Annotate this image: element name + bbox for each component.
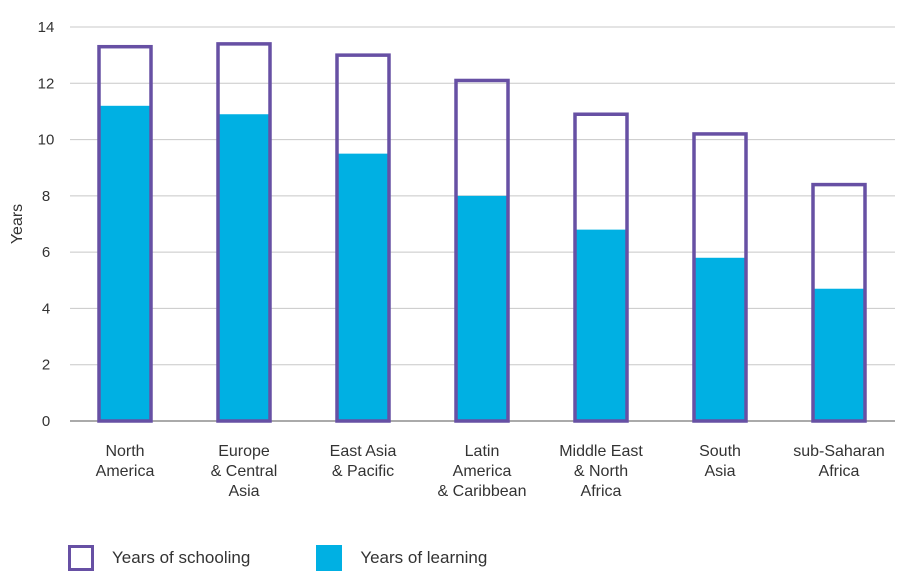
legend: Years of schooling Years of learning <box>68 542 553 574</box>
category-label: East Asia & Pacific <box>330 443 397 480</box>
bar-learning <box>337 153 389 421</box>
bar-schooling <box>454 78 510 423</box>
y-tick-label: 4 <box>42 300 50 317</box>
bar-schooling <box>97 44 153 423</box>
bars <box>97 42 867 423</box>
category-label: sub-Saharan Africa <box>793 443 885 480</box>
bar-learning <box>694 257 746 421</box>
bar-schooling <box>811 182 867 423</box>
bar-schooling <box>216 42 272 423</box>
y-tick-label: 6 <box>42 244 50 261</box>
category-label: Middle East & North Africa <box>559 443 643 500</box>
legend-label-schooling: Years of schooling <box>112 548 251 567</box>
category-label: North America <box>96 443 155 480</box>
category-label: South Asia <box>699 443 741 480</box>
bar-schooling <box>335 53 391 423</box>
category-labels: North America Europe & Central Asia East Asia… <box>96 443 885 500</box>
bar-chart: 0 2 4 6 8 10 12 14 Years North America Europe & Ce… <box>9 19 895 500</box>
category-label: Latin America & Caribbean <box>438 443 527 500</box>
legend-label-learning: Years of learning <box>360 548 488 567</box>
bar-learning <box>813 288 865 421</box>
y-tick-label: 2 <box>42 357 50 374</box>
y-tick-label: 14 <box>38 19 55 36</box>
legend-swatch-learning <box>316 545 343 571</box>
bar-learning <box>99 105 151 422</box>
y-tick-label: 12 <box>38 75 55 92</box>
bar-schooling <box>692 132 748 423</box>
bar-learning <box>218 114 270 421</box>
y-axis-ticks: 0 2 4 6 8 10 12 14 <box>38 19 55 430</box>
y-tick-label: 8 <box>42 188 50 205</box>
legend-swatch-schooling <box>68 545 94 571</box>
y-tick-label: 10 <box>38 132 55 149</box>
bar-schooling <box>573 112 629 423</box>
category-label: Europe & Central Asia <box>211 443 278 500</box>
y-tick-label: 0 <box>42 413 50 430</box>
bar-learning <box>456 195 508 421</box>
y-axis-label: Years <box>9 204 26 244</box>
bar-learning <box>575 229 627 421</box>
